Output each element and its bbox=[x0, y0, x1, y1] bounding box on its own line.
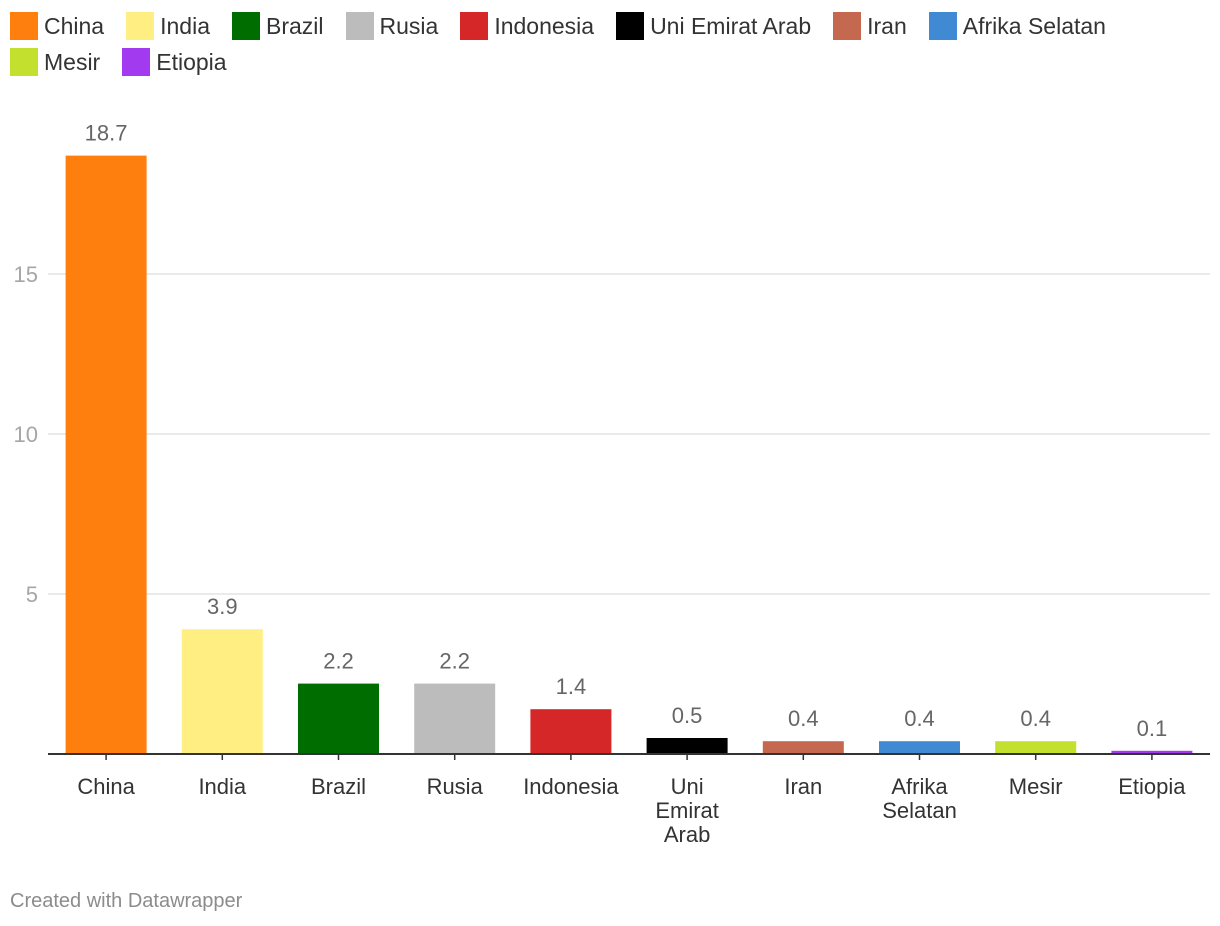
legend-label: Iran bbox=[867, 12, 907, 39]
bar bbox=[879, 741, 960, 754]
x-tick-label: Uni bbox=[671, 774, 704, 799]
bar bbox=[995, 741, 1077, 754]
legend-label: Indonesia bbox=[494, 12, 595, 39]
legend-label: Uni Emirat Arab bbox=[650, 12, 812, 39]
data-label: 1.4 bbox=[556, 674, 587, 699]
chart-legend: China India Brazil Rusia Indonesia Uni Emirat… bbox=[10, 8, 1210, 80]
data-label: 0.5 bbox=[672, 703, 703, 728]
x-tick-label: Arab bbox=[664, 822, 710, 847]
x-tick-label: Iran bbox=[784, 774, 822, 799]
x-tick-label: India bbox=[198, 774, 246, 799]
legend-label: Afrika Selatan bbox=[962, 12, 1106, 39]
data-label: 2.2 bbox=[439, 649, 470, 674]
x-tick-label: Brazil bbox=[311, 774, 366, 799]
bar bbox=[414, 683, 496, 754]
data-label: 18.7 bbox=[85, 121, 128, 146]
x-tick-label: Selatan bbox=[882, 798, 957, 823]
legend-swatch bbox=[10, 12, 38, 40]
legend-swatch bbox=[833, 12, 862, 40]
legend-item: Mesir bbox=[10, 48, 100, 76]
legend-label: China bbox=[44, 12, 105, 39]
legend-label: Rusia bbox=[379, 12, 439, 39]
legend-item: Afrika Selatan bbox=[928, 12, 1106, 40]
x-tick-label: Rusia bbox=[427, 774, 484, 799]
y-tick-label: 5 bbox=[26, 582, 38, 607]
bar bbox=[530, 709, 612, 754]
x-tick-label: Emirat bbox=[655, 798, 719, 823]
legend-label: Etiopia bbox=[156, 48, 227, 75]
legend-swatch bbox=[231, 12, 260, 40]
legend-item: Indonesia bbox=[460, 12, 594, 40]
x-tick-label: Mesir bbox=[1009, 774, 1063, 799]
legend-swatch bbox=[126, 12, 155, 40]
bar bbox=[298, 683, 379, 754]
bar-chart: 5 10 15 18.7 China 3.9 India 2.2 Brazil 2.2 Rusia 1… bbox=[14, 121, 1210, 847]
x-tick-label: China bbox=[77, 774, 135, 799]
legend-item: Uni Emirat Arab bbox=[616, 12, 811, 40]
legend-swatch bbox=[616, 12, 645, 40]
legend-item: India bbox=[126, 12, 210, 40]
legend-row: Mesir Etiopia bbox=[10, 44, 1210, 80]
legend-item: Rusia bbox=[345, 12, 439, 40]
data-label: 0.1 bbox=[1137, 716, 1168, 741]
legend-label: Brazil bbox=[265, 12, 324, 39]
data-label: 2.2 bbox=[323, 649, 354, 674]
y-tick-label: 15 bbox=[14, 262, 38, 287]
bar bbox=[762, 741, 844, 754]
bar bbox=[1111, 750, 1193, 754]
datawrapper-credit[interactable]: Created with Datawrapper bbox=[10, 890, 243, 912]
legend-item: China bbox=[10, 12, 104, 40]
bar bbox=[646, 738, 728, 754]
legend-row: China India Brazil Rusia Indonesia Uni Emirat… bbox=[10, 8, 1210, 44]
legend-swatch bbox=[10, 48, 38, 76]
legend-item: Etiopia bbox=[122, 48, 227, 76]
y-tick-label: 10 bbox=[14, 422, 38, 447]
data-label: 0.4 bbox=[788, 706, 819, 731]
x-tick-label: Etiopia bbox=[1118, 774, 1186, 799]
legend-swatch bbox=[122, 48, 151, 76]
legend-swatch bbox=[345, 12, 374, 40]
legend-label: Mesir bbox=[44, 48, 101, 75]
x-tick-label: Afrika bbox=[891, 774, 948, 799]
legend-swatch bbox=[460, 12, 489, 40]
legend-swatch bbox=[928, 12, 957, 40]
legend-label: India bbox=[160, 12, 210, 39]
legend-item: Iran bbox=[833, 12, 907, 40]
data-label: 3.9 bbox=[207, 594, 238, 619]
legend-item: Brazil bbox=[231, 12, 324, 40]
bar bbox=[65, 155, 147, 755]
x-tick-label: Indonesia bbox=[523, 774, 619, 799]
data-label: 0.4 bbox=[1020, 706, 1051, 731]
data-label: 0.4 bbox=[904, 706, 935, 731]
bar bbox=[181, 629, 263, 754]
